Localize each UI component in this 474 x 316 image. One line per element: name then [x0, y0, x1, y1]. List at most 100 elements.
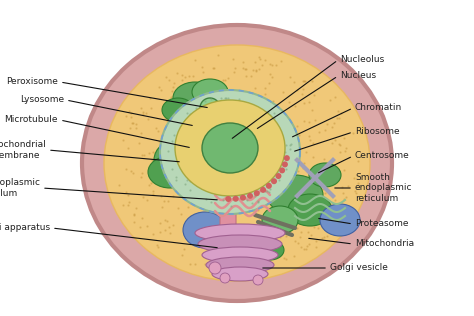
Text: Ribosome: Ribosome: [355, 127, 400, 137]
Point: [130, 212, 137, 217]
Ellipse shape: [175, 100, 285, 196]
Point: [268, 255, 275, 260]
Point: [129, 171, 137, 176]
Point: [282, 195, 290, 200]
Point: [241, 120, 248, 125]
Point: [224, 185, 232, 190]
Point: [287, 142, 295, 147]
Point: [299, 91, 306, 96]
Point: [279, 124, 287, 129]
Ellipse shape: [233, 196, 239, 202]
Point: [232, 108, 239, 113]
Point: [248, 101, 255, 106]
Point: [224, 75, 232, 80]
Point: [323, 188, 330, 193]
Point: [205, 105, 213, 110]
Point: [135, 141, 143, 146]
Point: [250, 208, 257, 213]
Point: [211, 175, 219, 180]
Point: [286, 142, 294, 147]
Point: [195, 127, 203, 132]
Point: [197, 115, 204, 120]
Ellipse shape: [212, 267, 268, 281]
Point: [193, 172, 201, 177]
Point: [170, 222, 177, 228]
Point: [304, 229, 312, 234]
Point: [243, 164, 250, 169]
Point: [123, 166, 130, 171]
Point: [115, 183, 122, 188]
Point: [226, 138, 234, 143]
Point: [257, 167, 264, 173]
Point: [176, 122, 184, 127]
Point: [179, 137, 187, 143]
Point: [236, 156, 243, 161]
Point: [207, 96, 215, 101]
Point: [205, 122, 213, 127]
Point: [270, 166, 278, 171]
Ellipse shape: [160, 90, 300, 214]
Ellipse shape: [192, 79, 228, 105]
Point: [217, 107, 225, 112]
Point: [251, 194, 259, 199]
Point: [273, 169, 281, 174]
Point: [157, 87, 164, 92]
Text: Proteasome: Proteasome: [355, 220, 409, 228]
Point: [172, 177, 180, 182]
Point: [351, 189, 359, 194]
Point: [162, 171, 170, 176]
Point: [250, 159, 258, 164]
Point: [138, 171, 146, 176]
Point: [240, 205, 248, 210]
Point: [259, 223, 266, 228]
Point: [236, 96, 243, 101]
Point: [319, 186, 327, 191]
Point: [298, 230, 305, 235]
Point: [211, 121, 219, 126]
Ellipse shape: [254, 190, 260, 196]
Point: [228, 114, 236, 119]
Point: [215, 140, 223, 145]
Point: [248, 200, 255, 205]
Point: [293, 123, 301, 128]
Point: [206, 215, 213, 220]
Point: [230, 166, 237, 171]
Point: [193, 239, 201, 244]
Point: [246, 175, 254, 180]
Point: [246, 176, 253, 181]
Point: [308, 79, 316, 84]
Point: [207, 88, 214, 93]
Ellipse shape: [267, 175, 323, 215]
Point: [208, 94, 216, 99]
Point: [240, 134, 247, 139]
Point: [155, 128, 162, 133]
Point: [183, 89, 191, 94]
Point: [288, 226, 296, 231]
Ellipse shape: [225, 196, 231, 202]
Point: [184, 154, 192, 159]
Point: [177, 211, 184, 216]
Point: [199, 140, 207, 145]
Point: [333, 115, 341, 120]
Point: [189, 74, 197, 79]
Point: [331, 95, 339, 100]
Point: [273, 153, 281, 158]
Point: [180, 246, 188, 251]
Point: [307, 137, 314, 143]
Ellipse shape: [198, 235, 282, 253]
Point: [236, 193, 244, 198]
Text: Centrosome: Centrosome: [355, 151, 410, 161]
Point: [255, 118, 263, 124]
Point: [255, 150, 263, 155]
Point: [253, 115, 261, 120]
Point: [301, 79, 309, 84]
Point: [309, 140, 316, 145]
Ellipse shape: [206, 257, 274, 273]
Point: [239, 170, 247, 175]
Point: [205, 189, 212, 194]
Point: [334, 218, 341, 223]
Point: [295, 132, 303, 137]
Point: [247, 74, 255, 79]
Point: [253, 69, 260, 74]
Point: [185, 151, 193, 156]
